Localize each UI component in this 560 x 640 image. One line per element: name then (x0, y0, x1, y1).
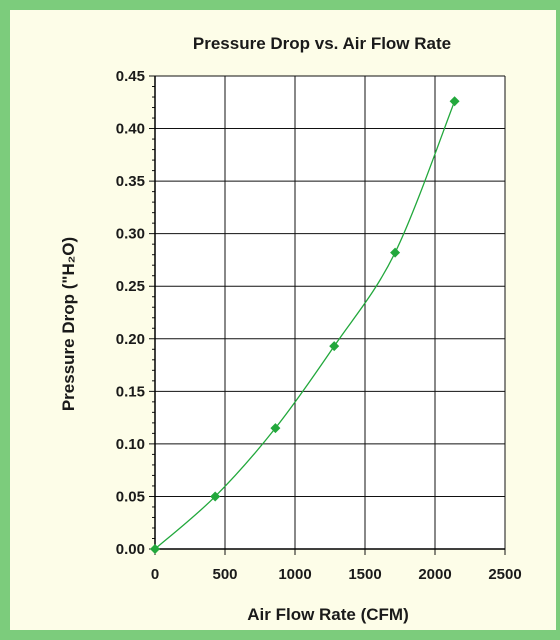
y-axis-label: Pressure Drop ("H₂O) (59, 237, 78, 411)
x-axis-label: Air Flow Rate (CFM) (247, 605, 409, 624)
x-tick-label: 0 (151, 566, 159, 583)
tick-layer: 0 500 1000 1500 2000 2500 0.00 0.05 0.10 0.15 0.20… (116, 68, 522, 583)
y-tick-label: 0.35 (116, 173, 145, 190)
data-point-marker (270, 423, 281, 434)
data-point-marker (210, 491, 221, 502)
y-tick-label: 0.20 (116, 331, 145, 348)
grid-layer (149, 75, 506, 555)
data-point-marker (150, 544, 160, 554)
y-tick-label: 0.30 (116, 226, 145, 243)
y-tick-label: 0.10 (116, 436, 145, 453)
y-tick-label: 0.25 (116, 278, 145, 295)
plot-area (155, 76, 505, 549)
y-tick-label: 0.15 (116, 383, 145, 400)
x-tick-label: 2500 (488, 566, 521, 583)
x-tick-label: 1000 (278, 566, 311, 583)
x-tick-label: 2000 (418, 566, 451, 583)
data-point-marker (449, 96, 460, 107)
y-tick-label: 0.00 (116, 541, 145, 558)
x-tick-label: 500 (212, 566, 237, 583)
x-tick-label: 1500 (348, 566, 381, 583)
data-point-marker (329, 341, 340, 352)
chart-title: Pressure Drop vs. Air Flow Rate (193, 34, 451, 53)
y-tick-label: 0.05 (116, 488, 145, 505)
series-layer (150, 96, 460, 554)
y-tick-label: 0.40 (116, 121, 145, 138)
data-point-marker (390, 247, 401, 258)
y-tick-label: 0.45 (116, 68, 145, 85)
